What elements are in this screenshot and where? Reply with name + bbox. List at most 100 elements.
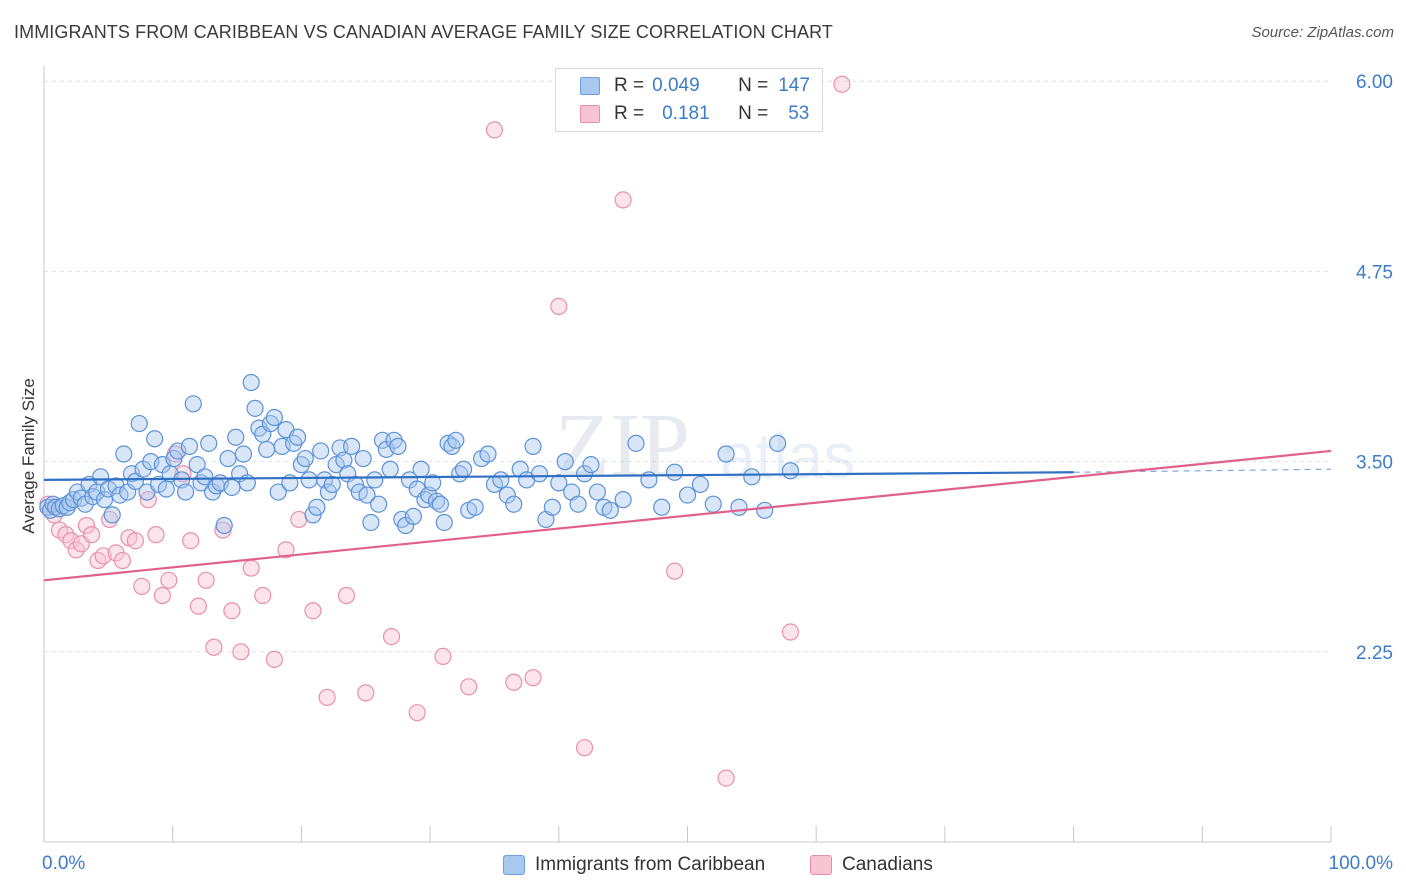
data-point (157, 480, 175, 498)
y-tick-label: 6.00 (1356, 72, 1393, 93)
grid-lines (44, 80, 1331, 653)
data-point (288, 428, 307, 446)
data-point (833, 75, 851, 93)
data-point (113, 551, 132, 570)
data-point (246, 399, 264, 417)
x-tick-label-right: 100.0% (1329, 853, 1394, 874)
data-point (530, 465, 549, 483)
y-tick-label: 4.75 (1356, 262, 1393, 283)
data-point (92, 468, 110, 486)
data-point (404, 507, 422, 525)
data-point (242, 373, 260, 392)
data-point (460, 678, 478, 696)
data-point (381, 460, 399, 478)
data-point (357, 684, 375, 702)
data-point (269, 483, 287, 501)
data-point (265, 408, 283, 427)
data-point (575, 739, 594, 757)
data-point (188, 456, 206, 474)
data-point (575, 465, 594, 483)
data-point (153, 586, 172, 605)
data-point (147, 526, 165, 544)
data-point (498, 486, 516, 504)
data-point (126, 472, 144, 490)
legend-swatch-blue (580, 77, 600, 95)
data-point (62, 532, 80, 550)
data-point (454, 460, 473, 478)
legend-row-caribbean: R = 0.049 N = 147 (580, 73, 810, 99)
data-point (485, 121, 504, 139)
x-tick-label-left: 0.0% (42, 853, 85, 874)
data-point (382, 627, 401, 646)
data-point (434, 647, 452, 665)
data-point (219, 449, 237, 468)
data-point (505, 495, 523, 513)
series-legend-canadians: Canadians (810, 852, 933, 878)
series-swatch-blue (503, 855, 525, 875)
data-point (781, 623, 800, 641)
data-point (370, 495, 388, 513)
data-point (768, 434, 787, 452)
data-point (318, 688, 336, 707)
data-point (704, 495, 722, 513)
data-point (666, 562, 684, 580)
data-point (505, 673, 523, 691)
data-point (424, 474, 442, 492)
watermark: ZIP atlas (555, 396, 855, 495)
y-tick-label: 2.25 (1356, 643, 1393, 664)
trend-line-caribbean (43, 471, 1074, 481)
data-point (277, 541, 295, 559)
trend-line-caribbean-extension (1073, 468, 1332, 473)
data-point (588, 483, 607, 501)
chart-title: IMMIGRANTS FROM CARIBBEAN VS CANADIAN AV… (14, 22, 833, 42)
data-point (627, 434, 645, 452)
axes (43, 66, 1332, 843)
data-point (666, 463, 684, 481)
data-point (337, 586, 356, 605)
data-point (614, 491, 632, 509)
data-point (223, 602, 241, 620)
data-point (254, 586, 272, 605)
legend-r-value: 0.049 (652, 75, 700, 96)
data-point (176, 483, 195, 501)
data-point (265, 650, 283, 669)
legend-n-label: N = (738, 75, 769, 96)
trend-lines (43, 449, 1332, 582)
series-legend-caribbean: Immigrants from Caribbean (503, 852, 765, 878)
data-point (691, 475, 709, 494)
data-point (200, 434, 218, 452)
data-point (435, 513, 453, 532)
y-axis-label: Average Family Size (19, 378, 38, 534)
data-point (130, 414, 148, 433)
data-point (366, 471, 384, 489)
data-point (197, 571, 215, 589)
data-point (101, 510, 119, 529)
data-point (354, 449, 372, 468)
data-point (189, 597, 208, 615)
legend-n-value: 53 (788, 103, 810, 124)
data-point (614, 191, 632, 209)
legend-row-canadians: R = 0.181 N = 53 (580, 101, 809, 127)
data-point (323, 475, 341, 494)
data-point (300, 471, 318, 489)
canadians-points (39, 75, 851, 787)
data-point (103, 506, 121, 524)
data-point (362, 513, 380, 532)
data-point (358, 486, 376, 504)
data-point (730, 498, 748, 516)
data-point (180, 437, 199, 455)
data-point (234, 445, 253, 463)
series-label: Canadians (842, 854, 933, 875)
data-point (342, 437, 361, 455)
data-point (524, 669, 542, 687)
data-point (492, 471, 510, 489)
data-point (335, 451, 353, 469)
data-point (89, 551, 107, 570)
data-point (296, 449, 314, 468)
data-point (232, 643, 250, 661)
data-point (524, 437, 542, 455)
y-tick-labels: 2.25 3.50 4.75 6.00 (1356, 72, 1393, 664)
data-point (431, 495, 449, 513)
data-point (743, 468, 761, 486)
data-point (569, 495, 587, 513)
